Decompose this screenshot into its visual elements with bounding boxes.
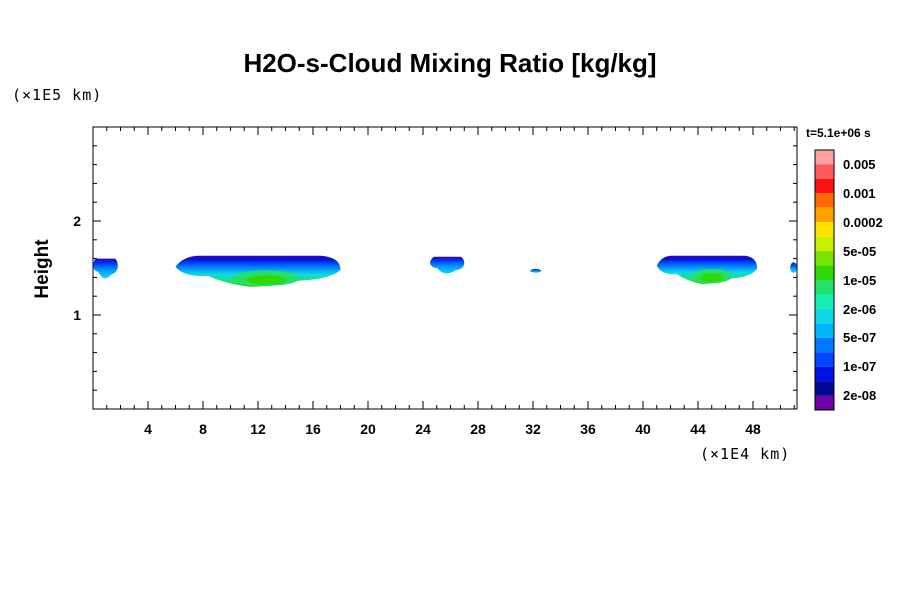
x-tick-label: 8 (199, 421, 207, 437)
x-tick-label: 40 (635, 421, 651, 437)
colorbar-swatch (815, 366, 834, 382)
cloud-region (790, 262, 797, 273)
colorbar-swatch (815, 352, 834, 367)
cloud-blob (790, 262, 797, 273)
colorbar-swatch (815, 207, 834, 223)
x-tick-label: 12 (250, 421, 266, 437)
colorbar-swatch (815, 280, 834, 295)
x-tick-label: 36 (580, 421, 596, 437)
cloud-core-inner (699, 273, 725, 283)
colorbar-swatch (815, 265, 834, 280)
x-tick-label: 28 (470, 421, 486, 437)
colorbar-swatch (815, 164, 834, 179)
cloud-region (429, 256, 465, 274)
colorbar-label: 1e-07 (843, 359, 876, 374)
cloud-region (656, 255, 758, 284)
x-tick-label: 16 (305, 421, 321, 437)
colorbar-swatch (815, 150, 834, 165)
colorbar-label: 0.001 (843, 186, 876, 201)
plot-frame (92, 126, 798, 410)
colorbar-swatch (815, 193, 834, 208)
colorbar-swatch (815, 251, 834, 266)
cloud-shell (93, 258, 118, 279)
cloud-region (175, 255, 341, 287)
y-tick-label: 1 (73, 307, 81, 323)
colorbar-swatch (815, 294, 834, 309)
colorbar-label: 0.0002 (843, 215, 883, 230)
time-label: t=5.1e+06 s (806, 126, 871, 140)
x-scale-note: (×1E4 km) (700, 445, 791, 463)
cloud-blob (530, 268, 542, 273)
cloud-core-inner (246, 275, 287, 285)
colorbar-swatch (815, 395, 834, 410)
colorbar-label: 2e-06 (843, 302, 876, 317)
colorbar-swatch (815, 381, 834, 396)
colorbar-swatch (815, 222, 834, 237)
colorbar-frame (814, 149, 835, 411)
x-tick-label: 44 (690, 421, 706, 437)
colorbar: 0.005 0.001 0.0002 5e-05 1e-05 2e-06 5e-07 1e-0… (814, 149, 883, 411)
y-tick-label: 2 (73, 213, 81, 229)
colorbar-label: 0.005 (843, 157, 876, 172)
x-tick-label: 48 (745, 421, 761, 437)
colorbar-swatch (815, 337, 834, 353)
colorbar-swatch (815, 323, 834, 338)
x-tick-label: 32 (525, 421, 541, 437)
cloud-region (93, 258, 118, 279)
colorbar-label: 5e-07 (843, 330, 876, 345)
colorbar-swatch (815, 236, 834, 252)
cloud-shell (429, 256, 465, 274)
cloud-region (530, 268, 542, 273)
colorbar-label: 1e-05 (843, 273, 876, 288)
y-scale-note: (×1E5 km) (12, 86, 103, 104)
x-tick-label: 4 (144, 421, 152, 437)
cloud-layer (93, 255, 797, 287)
x-tick-label: 20 (360, 421, 376, 437)
colorbar-label: 5e-05 (843, 244, 876, 259)
x-tick-label: 24 (415, 421, 431, 437)
chart-title: H2O-s-Cloud Mixing Ratio [kg/kg] (243, 48, 657, 78)
colorbar-label: 2e-08 (843, 388, 876, 403)
colorbar-swatch (815, 308, 834, 324)
colorbar-swatch (815, 178, 834, 194)
